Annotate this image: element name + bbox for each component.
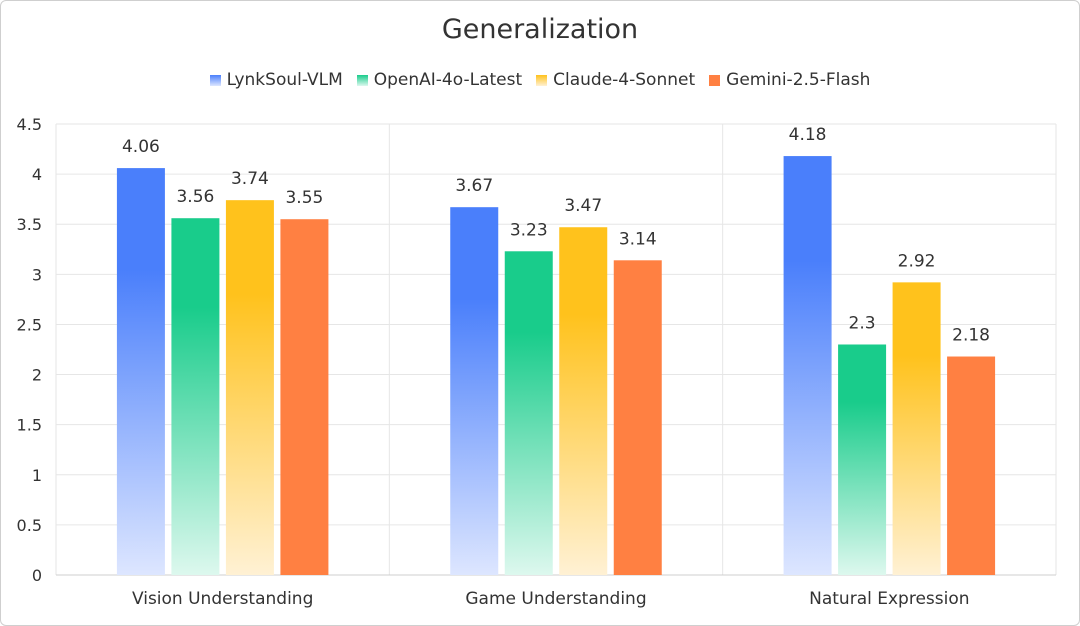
data-label: 3.14 — [619, 229, 657, 249]
axes: 0 0.5 1 1.5 2 2.5 3 3.5 4 4.5 Vision Understanding… — [17, 115, 1056, 609]
bar[interactable] — [613, 260, 662, 575]
legend-swatch-claude — [536, 74, 548, 86]
x-tick-label: Game Understanding — [465, 589, 646, 609]
bar[interactable] — [783, 156, 832, 575]
grid-lines — [55, 123, 1057, 575]
legend-label-claude: Claude-4-Sonnet — [553, 70, 696, 90]
bar[interactable] — [450, 207, 499, 575]
bar[interactable] — [171, 218, 220, 575]
legend-item-openai[interactable]: OpenAI-4o-Latest — [356, 70, 523, 90]
legend-item-claude[interactable]: Claude-4-Sonnet — [536, 70, 695, 90]
legend-swatch-gemini — [709, 74, 721, 86]
data-label: 2.92 — [898, 251, 936, 271]
y-tick-label: 3.5 — [17, 215, 42, 234]
y-tick-label: 0.5 — [17, 516, 42, 535]
y-tick-label: 2.5 — [17, 315, 42, 334]
bar[interactable] — [225, 200, 274, 575]
bars — [116, 156, 996, 575]
chart-title: Generalization — [441, 14, 639, 45]
x-tick-label: Vision Understanding — [132, 589, 313, 609]
y-tick-label: 2 — [32, 366, 42, 385]
y-tick-label: 1 — [32, 466, 42, 485]
data-label: 3.47 — [564, 196, 602, 216]
y-tick-label: 4.5 — [17, 115, 42, 134]
data-labels: 4.06 3.56 3.74 3.55 3.67 3.23 3.47 3.14 4.18 2.3 2… — [122, 125, 990, 345]
legend-item-gemini[interactable]: Gemini-2.5-Flash — [709, 70, 870, 90]
x-tick-label: Natural Expression — [809, 589, 969, 609]
y-tick-label: 3 — [32, 265, 42, 284]
data-label: 3.55 — [285, 188, 323, 208]
bar[interactable] — [559, 227, 608, 575]
data-label: 3.56 — [176, 187, 214, 207]
bar[interactable] — [838, 344, 887, 575]
legend-swatch-lynksoul — [209, 74, 221, 86]
bar[interactable] — [280, 219, 329, 575]
bar[interactable] — [116, 168, 165, 575]
legend-label-lynksoul: LynkSoul-VLM — [226, 70, 343, 90]
legend-item-lynksoul[interactable]: LynkSoul-VLM — [209, 70, 343, 90]
legend-swatch-openai — [356, 74, 368, 86]
legend-label-openai: OpenAI-4o-Latest — [373, 70, 523, 90]
legend: LynkSoul-VLM OpenAI-4o-Latest Claude-4-S… — [0, 70, 1080, 90]
legend-label-gemini: Gemini-2.5-Flash — [726, 70, 871, 90]
data-label: 4.18 — [789, 125, 827, 145]
y-tick-label: 4 — [32, 165, 42, 184]
data-label: 3.23 — [510, 220, 548, 240]
data-label: 2.3 — [849, 313, 876, 333]
data-label: 3.67 — [455, 176, 493, 196]
data-label: 2.18 — [952, 326, 990, 346]
bar[interactable] — [892, 282, 941, 575]
bar[interactable] — [947, 356, 996, 575]
y-tick-label: 0 — [32, 566, 42, 585]
y-tick-label: 1.5 — [17, 416, 42, 435]
data-label: 4.06 — [122, 137, 160, 157]
data-label: 3.74 — [231, 169, 269, 189]
bar[interactable] — [504, 251, 553, 575]
